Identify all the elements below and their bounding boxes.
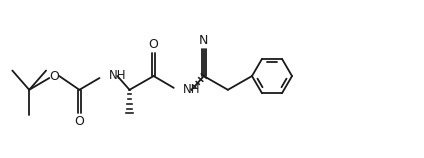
Text: O: O xyxy=(75,115,84,128)
Text: N: N xyxy=(199,34,209,47)
Text: O: O xyxy=(149,38,159,51)
Text: NH: NH xyxy=(183,83,200,96)
Text: NH: NH xyxy=(109,69,126,82)
Text: O: O xyxy=(49,70,59,82)
